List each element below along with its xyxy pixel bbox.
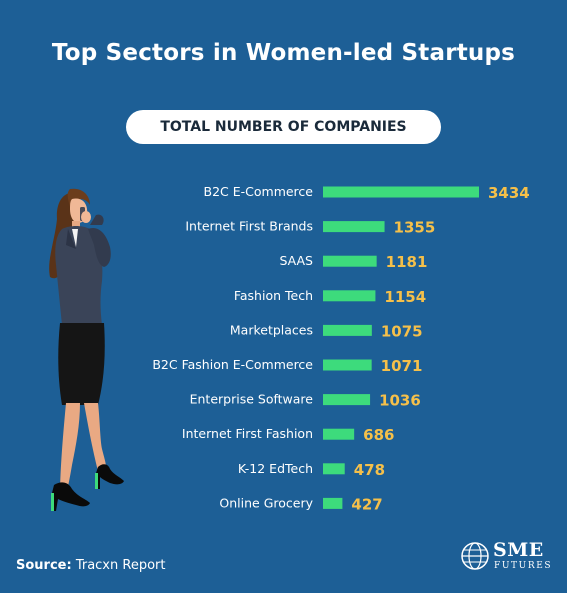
bar [323, 359, 372, 371]
value-label: 478 [354, 461, 385, 479]
bar [323, 497, 343, 509]
businesswoman-illustration [49, 188, 124, 511]
bar [323, 463, 345, 475]
source-note: Source: Tracxn Report [16, 558, 165, 573]
logo-text-sme: SME [493, 539, 544, 561]
bar [323, 428, 355, 440]
chart-title: Top Sectors in Women-led Startups [51, 40, 516, 66]
category-label: Marketplaces [230, 322, 313, 337]
bar [323, 186, 479, 198]
value-label: 1181 [386, 253, 428, 271]
bar [323, 221, 385, 233]
value-label: 1075 [381, 322, 423, 340]
value-label: 1071 [381, 357, 423, 375]
bar [323, 255, 377, 267]
category-label: B2C Fashion E-Commerce [152, 357, 313, 372]
category-label: Internet First Fashion [182, 426, 313, 441]
category-label: Fashion Tech [234, 288, 313, 303]
source-label: Source: [16, 558, 72, 573]
value-label: 3434 [488, 184, 530, 202]
category-label: Online Grocery [219, 495, 313, 510]
value-label: 427 [351, 495, 382, 513]
sme-futures-logo: SME FUTURES [460, 539, 555, 575]
value-label: 1154 [384, 288, 426, 306]
category-label: K-12 EdTech [238, 461, 313, 476]
bar [323, 324, 372, 336]
category-label: SAAS [279, 253, 313, 268]
category-label: Enterprise Software [190, 392, 314, 407]
category-label: B2C E-Commerce [204, 184, 314, 199]
globe-logo-icon [461, 542, 489, 570]
value-label: 686 [363, 426, 394, 444]
bar [323, 290, 376, 302]
value-label: 1355 [394, 219, 436, 237]
bar [323, 394, 371, 406]
chart-subtitle: TOTAL NUMBER OF COMPANIES [160, 119, 407, 135]
category-label: Internet First Brands [185, 219, 313, 234]
value-label: 1036 [379, 392, 421, 410]
subtitle-pill: TOTAL NUMBER OF COMPANIES [126, 110, 441, 144]
source-value: Tracxn Report [71, 558, 166, 573]
logo-text-futures: FUTURES [494, 561, 553, 571]
